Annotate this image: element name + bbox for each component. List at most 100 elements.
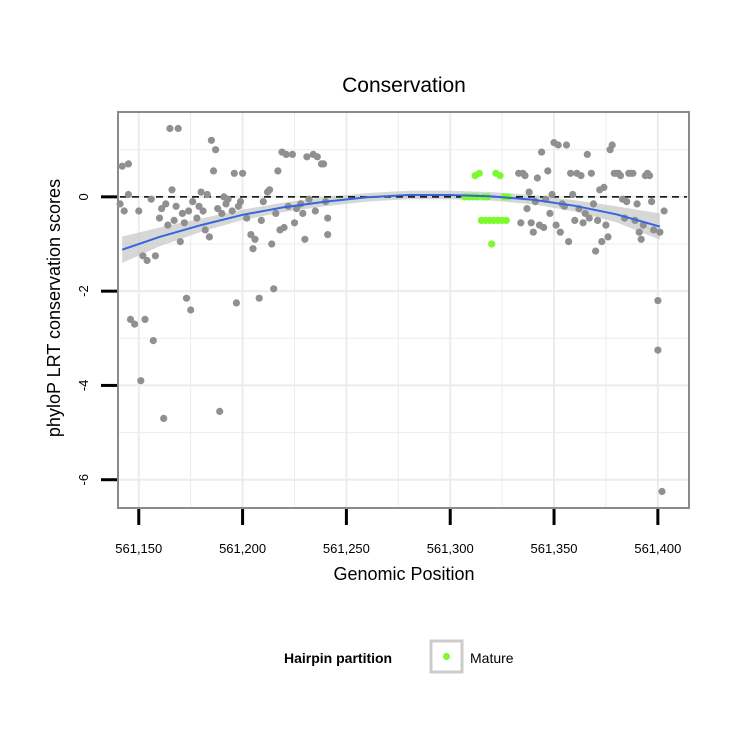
x-tick-label: 561,400: [634, 541, 681, 556]
data-point-other: [207, 136, 215, 144]
data-point-other: [592, 247, 600, 255]
data-point-other: [324, 231, 332, 239]
data-point-other: [280, 223, 288, 232]
data-point-other: [660, 207, 668, 215]
smooth-curve-group: [121, 194, 661, 251]
data-point-other: [270, 285, 278, 293]
data-point-other: [147, 195, 155, 203]
data-point-other: [633, 200, 641, 208]
data-point-other: [228, 207, 236, 215]
data-point-other: [126, 315, 135, 323]
data-point-other: [583, 150, 591, 158]
data-point-other: [182, 294, 191, 302]
data-point-other: [274, 167, 282, 175]
legend-key-mature: [443, 653, 450, 660]
data-point-other: [216, 407, 224, 415]
data-point-other: [533, 174, 542, 182]
data-point-other: [247, 231, 255, 239]
data-point-other: [139, 252, 147, 260]
data-point-other: [527, 219, 535, 227]
data-point-other: [303, 153, 311, 161]
data-point-other: [320, 160, 328, 168]
data-point-other: [155, 214, 164, 222]
data-point-other: [243, 214, 251, 222]
data-point-mature: [475, 169, 483, 177]
legend: Hairpin partition Mature: [284, 639, 514, 674]
data-point-other: [189, 198, 197, 206]
data-point-mature: [488, 240, 496, 248]
smooth-confidence-band: [122, 190, 660, 263]
data-point-other: [255, 294, 263, 302]
data-point-other: [587, 169, 596, 177]
data-point-other: [288, 150, 296, 158]
data-point-other: [120, 207, 128, 215]
data-point-other: [151, 252, 159, 260]
data-point-other: [212, 146, 220, 154]
data-point-other: [259, 198, 267, 206]
data-point-other: [166, 124, 174, 133]
data-point-other: [180, 219, 188, 227]
data-point-other: [193, 214, 201, 222]
data-point-other: [160, 414, 168, 422]
data-point-other: [187, 306, 195, 314]
data-point-other: [131, 320, 139, 328]
y-tick-label: -4: [76, 380, 91, 392]
data-point-other: [324, 214, 332, 222]
data-point-other: [268, 240, 276, 248]
data-point-other: [544, 167, 552, 175]
data-point-mature: [496, 172, 504, 180]
data-point-other: [143, 256, 151, 265]
data-point-other: [249, 245, 257, 253]
data-point-other: [594, 216, 602, 224]
data-point-other: [552, 221, 560, 229]
data-point-other: [650, 226, 658, 234]
data-point-other: [170, 216, 178, 224]
data-point-other: [218, 209, 226, 217]
data-point-other: [567, 169, 575, 177]
data-point-other: [299, 209, 307, 217]
data-point-other: [232, 299, 240, 307]
data-point-other: [158, 205, 166, 213]
data-point-other: [562, 141, 571, 149]
data-point-other: [645, 172, 654, 180]
data-point-other: [214, 205, 222, 213]
data-point-other: [521, 172, 529, 180]
data-point-other: [608, 141, 616, 149]
data-point-other: [230, 169, 238, 177]
data-point-other: [124, 190, 132, 199]
legend-title: Hairpin partition: [284, 650, 392, 666]
data-point-other: [548, 190, 556, 199]
data-point-other: [529, 228, 537, 236]
data-point-other: [623, 198, 631, 206]
data-point-other: [149, 337, 157, 345]
x-tick-label: 561,200: [219, 541, 266, 556]
data-point-other: [546, 209, 554, 217]
x-tick-label: 561,300: [427, 541, 474, 556]
data-point-other: [604, 233, 612, 241]
y-tick-label: -6: [76, 474, 91, 486]
data-point-other: [654, 297, 662, 305]
data-point-other: [266, 186, 274, 194]
data-point-other: [174, 124, 182, 133]
data-point-other: [239, 169, 247, 177]
data-points: [116, 124, 668, 496]
data-point-other: [629, 169, 637, 177]
data-point-other: [585, 214, 593, 222]
data-point-other: [600, 183, 608, 191]
data-point-other: [554, 141, 562, 149]
data-point-other: [577, 172, 585, 180]
data-point-other: [523, 205, 531, 213]
smooth-curve: [121, 194, 661, 251]
data-point-other: [137, 377, 145, 385]
data-point-other: [569, 190, 577, 199]
data-point-other: [124, 160, 132, 168]
y-axis: 0 -2 -4 -6: [76, 193, 117, 485]
x-tick-label: 561,150: [115, 541, 162, 556]
data-point-other: [209, 167, 218, 175]
data-point-other: [172, 202, 180, 210]
data-point-other: [203, 190, 211, 199]
data-point-other: [290, 219, 299, 227]
data-point-other: [571, 216, 579, 224]
data-point-other: [272, 209, 280, 217]
data-point-other: [648, 198, 656, 206]
